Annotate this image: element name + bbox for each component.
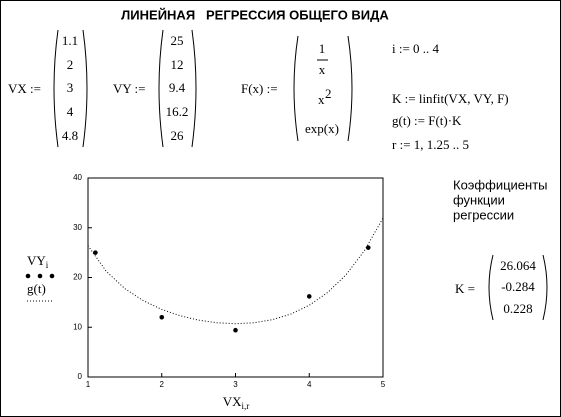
matrix-entry: -0.284 [501, 279, 535, 294]
fit-curve [87, 217, 384, 325]
y-tick-label: 30 [73, 223, 82, 232]
matrix-entry: 1.1 [62, 33, 78, 48]
caption-line: функции [453, 192, 505, 207]
k-label: K = [455, 281, 475, 296]
matrix-entry: 26 [171, 128, 185, 143]
x-label-main: VX [223, 394, 242, 409]
matrix-entry: 26.064 [500, 258, 536, 273]
statement: i := 0 .. 4 [392, 41, 440, 56]
f-exp: exp(x) [305, 121, 339, 136]
k-brackets [488, 254, 548, 321]
f-den: x [319, 62, 326, 77]
f-sup: 2 [325, 86, 332, 101]
legend-symbol [25, 273, 31, 279]
x-tick-label: 5 [381, 380, 386, 389]
f-base: x [318, 92, 325, 107]
data-point [306, 294, 312, 299]
legend-name: VY [27, 253, 46, 268]
y-tick-label: 0 [78, 372, 83, 381]
legend-name: g(t) [27, 281, 46, 296]
vx-label: VX := [8, 81, 41, 96]
statement: r := 1, 1.25 .. 5 [392, 137, 469, 152]
legend-label: VYi [27, 253, 49, 270]
x-tick-label: 3 [233, 380, 238, 389]
data-point [93, 250, 98, 255]
x-tick-label: 4 [307, 380, 312, 389]
vy-brackets [158, 29, 197, 148]
data-point [159, 315, 165, 320]
matrix-entry: 9.4 [169, 80, 186, 95]
title: ЛИНЕЙНАЯ РЕГРЕССИЯ ОБЩЕГО ВИДА [121, 7, 389, 22]
y-tick-label: 40 [73, 173, 82, 182]
caption-line: регрессии [453, 207, 514, 222]
statement: g(t) := F(t)·K [392, 113, 462, 128]
x-label-sub: i,r [242, 401, 250, 411]
vx-brackets [53, 29, 88, 148]
f-brackets [293, 35, 353, 142]
vy-label: VY := [113, 81, 146, 96]
legend-label: g(t) [27, 281, 46, 296]
y-tick-label: 20 [73, 273, 82, 282]
matrix-entry: 4.8 [62, 128, 78, 143]
x-tick-label: 1 [86, 380, 91, 389]
legend-sub: i [46, 260, 49, 270]
matrix-entry: 16.2 [166, 104, 189, 119]
matrix-entry: 25 [171, 33, 184, 48]
legend-symbol [37, 273, 43, 279]
matrix-entry: 3 [67, 80, 74, 95]
matrix-entry: 2 [67, 57, 74, 72]
caption-line: Коэффициенты [453, 177, 548, 192]
x-tick-label: 2 [160, 380, 165, 389]
statement: K := linfit(VX, VY, F) [392, 91, 509, 106]
f-num: 1 [319, 41, 326, 56]
f-label: F(x) := [241, 81, 278, 96]
matrix-entry: 0.228 [503, 301, 532, 316]
data-point [365, 245, 371, 250]
y-tick-label: 10 [73, 322, 82, 331]
legend-symbol [49, 273, 55, 279]
x-axis-label: VXi,r [223, 394, 250, 411]
matrix-entry: 12 [171, 57, 184, 72]
data-point [233, 327, 238, 333]
matrix-entry: 4 [67, 104, 74, 119]
